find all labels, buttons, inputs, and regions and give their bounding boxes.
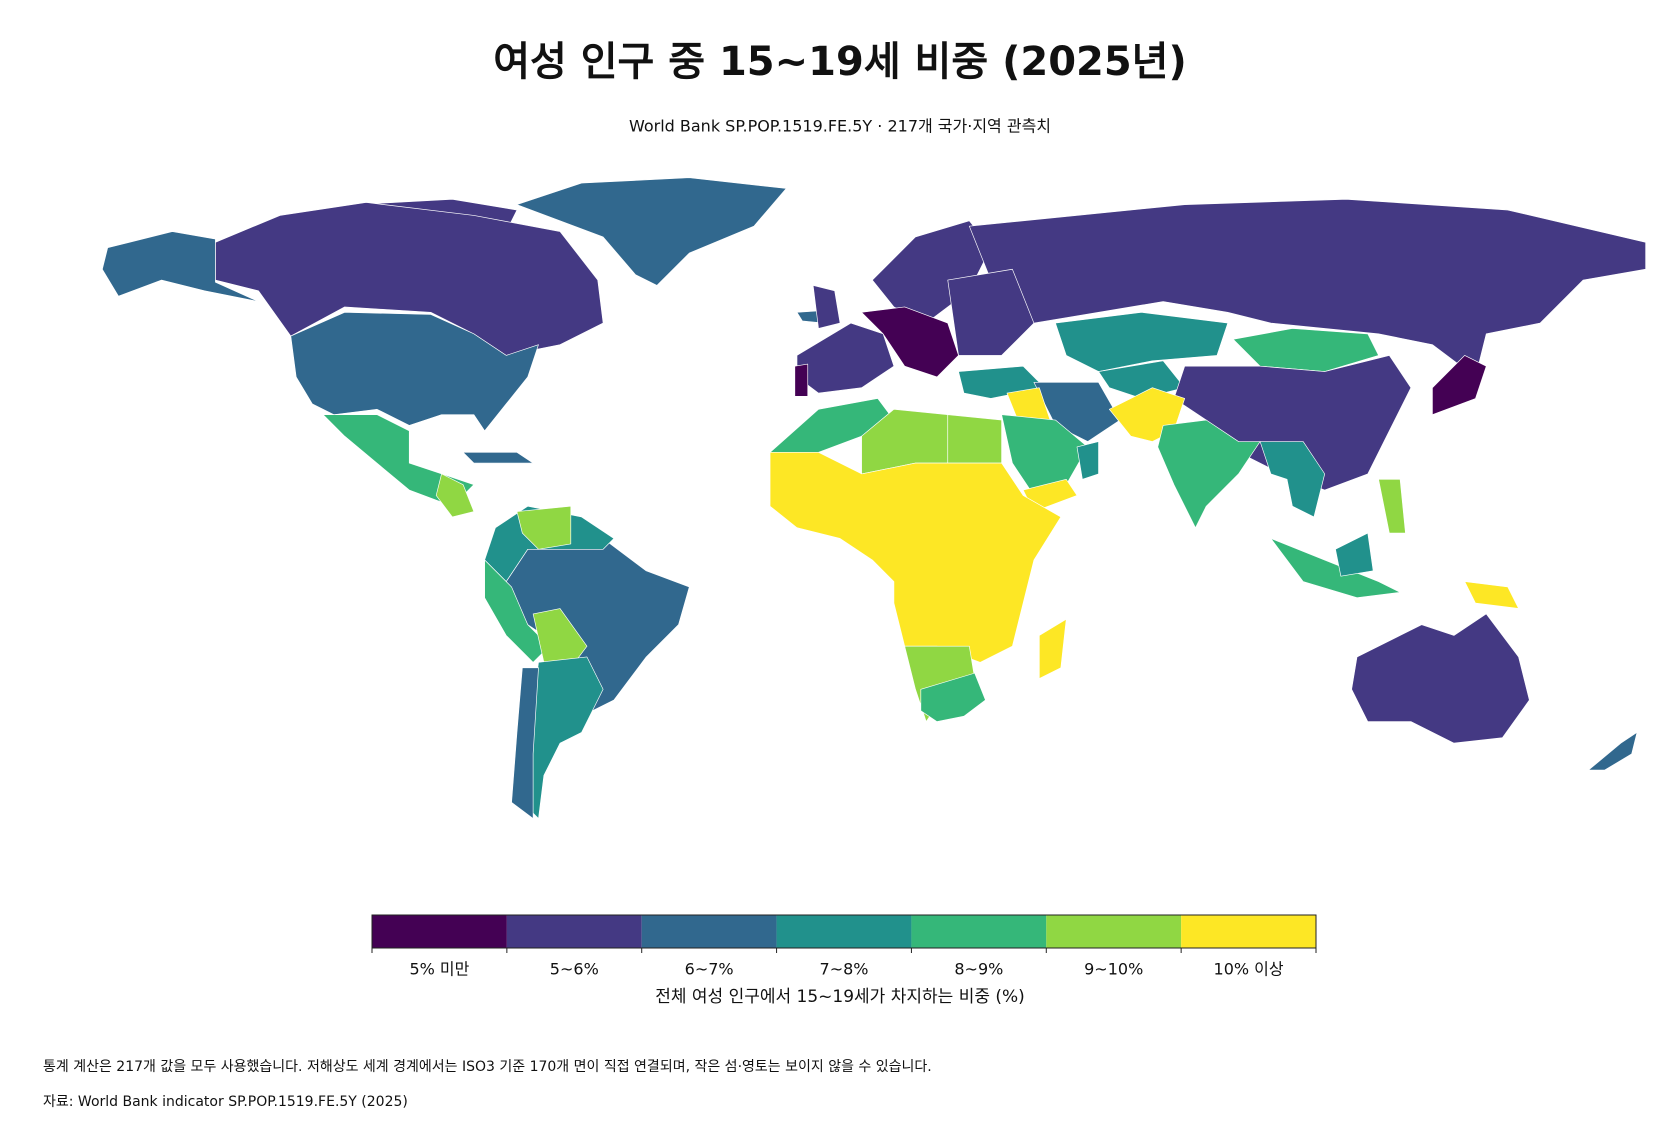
legend-swatch [1046, 915, 1182, 948]
region [1157, 419, 1261, 529]
region [1055, 312, 1229, 372]
region [968, 198, 1646, 378]
region [516, 505, 572, 550]
region [1033, 382, 1121, 442]
region [796, 322, 895, 394]
region [511, 667, 539, 819]
region [861, 306, 959, 378]
region [462, 452, 534, 464]
legend-label: 5~6% [550, 960, 599, 979]
region [322, 414, 475, 507]
legend-swatch [641, 915, 777, 948]
region [1259, 441, 1326, 518]
legend-swatch [776, 915, 912, 948]
legend-label: 8~9% [954, 960, 1003, 979]
region [947, 268, 1035, 356]
region [516, 177, 787, 286]
region [1378, 478, 1406, 534]
legend: 전체 여성 인구에서 15~19세가 차지하는 비중 (%) 5% 미만 5~6%… [371, 914, 1317, 1007]
legend-title: 전체 여성 인구에서 15~19세가 차지하는 비중 (%) [655, 987, 1025, 1007]
legend-swatch [911, 915, 1047, 948]
region [794, 363, 809, 397]
region [920, 672, 986, 722]
legend-swatch [506, 915, 642, 948]
legend-label: 9~10% [1084, 960, 1143, 979]
region [484, 559, 550, 663]
source: 자료: World Bank indicator SP.POP.1519.FE.… [43, 1094, 408, 1110]
legend-swatch [372, 915, 507, 948]
region [1038, 618, 1067, 679]
region [1335, 532, 1374, 577]
region [532, 608, 588, 669]
footnote: 통계 계산은 217개 값을 모두 사용했습니다. 저해상도 세계 경계에서는 … [43, 1059, 932, 1075]
legend-label: 7~8% [820, 960, 869, 979]
region [769, 452, 1062, 663]
legend-frame [371, 914, 1317, 949]
region [1351, 613, 1530, 744]
legend-swatch [1181, 915, 1316, 948]
legend-label: 10% 이상 [1214, 960, 1284, 979]
region [1076, 441, 1099, 480]
subtitle: World Bank SP.POP.1519.FE.5Y · 217개 국가·지… [629, 117, 1051, 136]
region [947, 414, 1002, 464]
region [1588, 732, 1638, 771]
region [290, 312, 539, 432]
region [812, 285, 841, 329]
legend-label: 5% 미만 [409, 960, 469, 979]
region [1270, 538, 1401, 599]
region [435, 473, 475, 518]
legend-label: 6~7% [685, 960, 734, 979]
region [1432, 355, 1487, 415]
region [1464, 581, 1519, 609]
world-map [101, 177, 1646, 819]
region [101, 231, 259, 302]
title: 여성 인구 중 15~19세 비중 (2025년) [493, 39, 1187, 85]
